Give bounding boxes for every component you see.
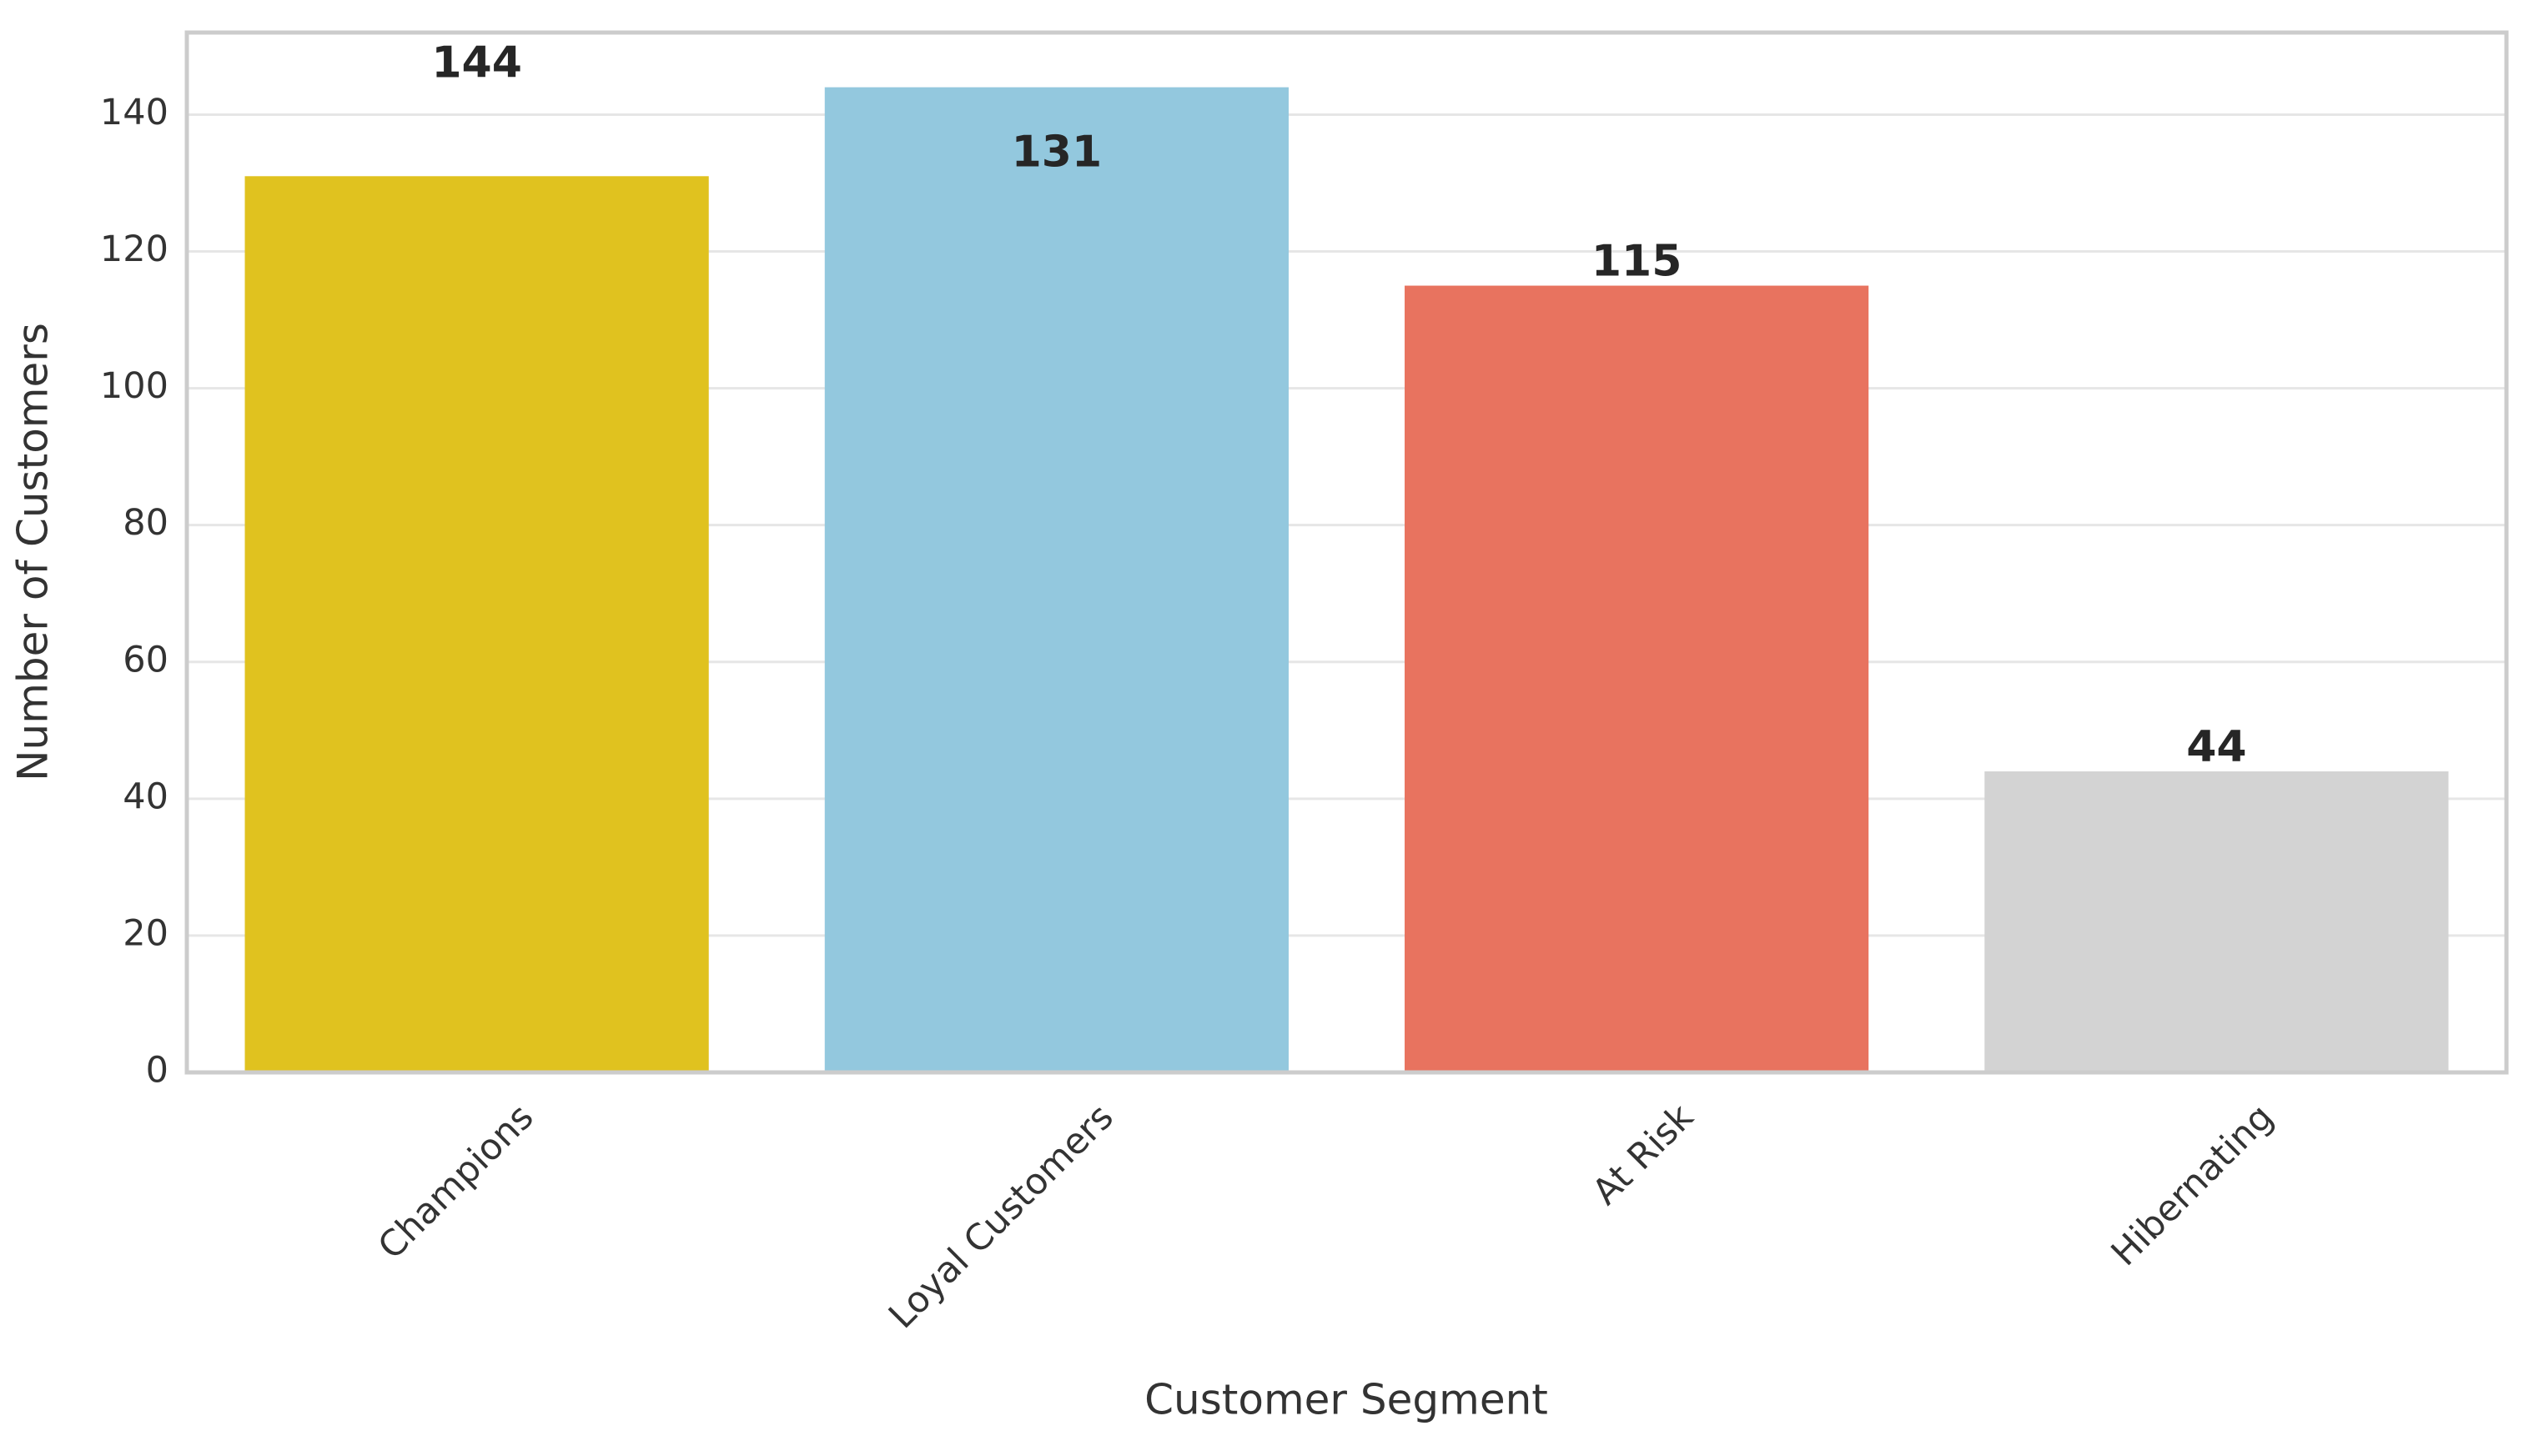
x-tick-label: Champions [370, 1097, 542, 1268]
data-label: 115 [1591, 237, 1682, 287]
y-axis-label: Number of Customers [9, 323, 58, 781]
y-tick-label: 20 [123, 912, 168, 954]
bar [824, 87, 1289, 1072]
x-axis-label: Customer Segment [1144, 1376, 1548, 1424]
bar [1405, 285, 1869, 1073]
plot-frame [184, 30, 2509, 1075]
y-tick-label: 60 [123, 639, 168, 680]
y-tick-label: 100 [100, 365, 168, 407]
y-tick-label: 140 [100, 92, 168, 133]
data-label: 131 [1012, 127, 1103, 177]
data-label: 144 [431, 38, 522, 88]
bar [244, 176, 709, 1072]
y-tick-label: 80 [123, 502, 168, 544]
bar [1984, 771, 2449, 1072]
x-tick-label: Loyal Customers [881, 1097, 1122, 1338]
y-tick-label: 120 [100, 228, 168, 270]
y-tick-label: 40 [123, 776, 168, 817]
x-tick-label: Hibernating [2104, 1097, 2281, 1274]
y-tick-label: 0 [146, 1050, 168, 1092]
x-tick-label: At Risk [1585, 1096, 1702, 1212]
data-label: 44 [2186, 722, 2246, 772]
